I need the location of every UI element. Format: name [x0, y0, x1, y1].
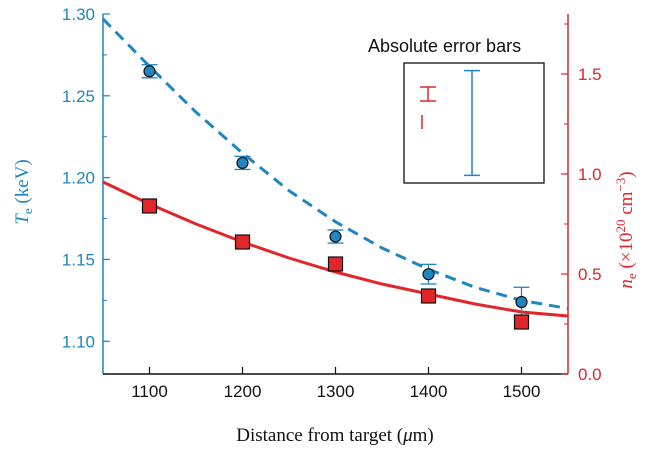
ne-fit-curve — [103, 182, 568, 316]
x-axis-label: Distance from target (μm) — [236, 425, 434, 446]
x-tick-label: 1300 — [317, 382, 355, 401]
legend-error-bars — [420, 71, 480, 176]
left-tick-label: 1.30 — [62, 5, 95, 24]
te-data-point — [330, 231, 341, 242]
right-ticks: 0.0 0.5 1.0 1.5 — [561, 24, 602, 384]
te-data-point — [423, 269, 434, 280]
x-tick-label: 1500 — [503, 382, 541, 401]
x-tick-label: 1200 — [224, 382, 262, 401]
right-tick-label: 1.0 — [578, 165, 602, 184]
left-tick-label: 1.10 — [62, 332, 95, 351]
ne-data-point — [422, 289, 436, 303]
x-tick-label: 1400 — [410, 382, 448, 401]
right-tick-label: 0.0 — [578, 365, 602, 384]
left-tick-label: 1.20 — [62, 169, 95, 188]
ne-data-point — [143, 199, 157, 213]
right-tick-label: 0.5 — [578, 265, 602, 284]
right-axis-label: ne (×1020 cm−3) — [613, 171, 639, 288]
ne-data-point — [329, 257, 343, 271]
x-tick-label: 1100 — [131, 382, 168, 401]
markers — [143, 66, 529, 329]
te-data-point — [144, 66, 155, 77]
legend-title: Absolute error bars — [368, 36, 521, 56]
legend-box — [404, 63, 544, 183]
left-tick-label: 1.25 — [62, 87, 95, 106]
right-tick-label: 1.5 — [578, 65, 602, 84]
ne-data-point — [515, 315, 529, 329]
ne-data-point — [236, 235, 250, 249]
te-data-point — [237, 157, 248, 168]
x-ticks: 1100 1200 1300 1400 1500 — [131, 367, 540, 401]
te-data-point — [516, 297, 527, 308]
left-tick-label: 1.15 — [62, 250, 95, 269]
left-axis-label: Te (keV) — [12, 159, 35, 224]
